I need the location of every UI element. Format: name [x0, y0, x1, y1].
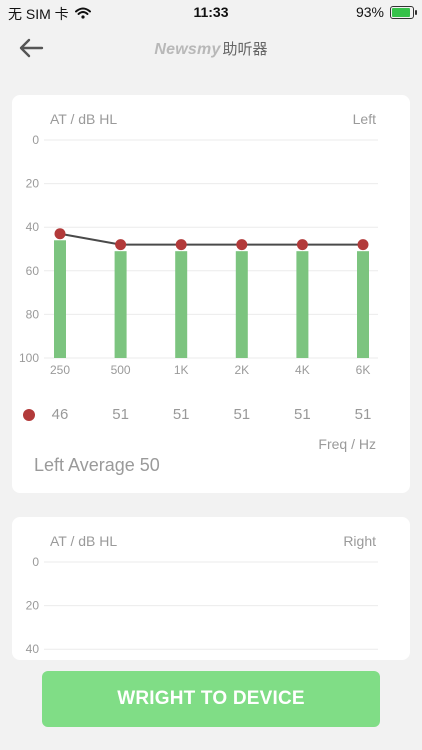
y-tick-label: 0	[32, 133, 39, 147]
wifi-icon	[74, 6, 91, 22]
left-audiogram-card: AT / dB HL Left 0 20 40 60 80 100 250 500 1K 2K 4K…	[12, 95, 410, 493]
value-500: 51	[112, 406, 129, 423]
x-axis-label: Freq / Hz	[318, 436, 376, 452]
ear-side-label: Left	[352, 111, 376, 127]
status-left: 无 SIM 卡	[8, 4, 91, 24]
battery-icon	[390, 5, 417, 19]
x-tick-label: 1K	[174, 363, 189, 377]
value-2k: 51	[233, 406, 251, 423]
x-tick-label: 250	[50, 363, 70, 377]
threshold-line	[59, 232, 363, 246]
y-tick-label: 80	[26, 307, 40, 321]
battery-fill	[392, 7, 410, 17]
bar-1K	[175, 251, 188, 358]
y-axis-unit-label: AT / dB HL	[50, 111, 118, 127]
x-tick-label: 6K	[356, 363, 371, 377]
y-tick-label: 0	[32, 555, 39, 569]
y-axis-unit-label: AT / dB HL	[50, 533, 118, 549]
left-average: Left Average 50	[34, 455, 160, 475]
title-cn: 助听器	[222, 41, 268, 58]
bar-250	[54, 240, 66, 358]
nav-bar: Newsmy 助听器	[0, 26, 422, 70]
threshold-point-1K	[175, 239, 187, 251]
threshold-legend-dot	[23, 409, 35, 421]
x-tick-label: 2K	[234, 363, 249, 377]
bar-4K	[296, 251, 309, 358]
battery-percent: 93%	[355, 4, 384, 20]
bar-500	[114, 251, 127, 358]
y-tick-label: 20	[26, 599, 40, 613]
carrier-label: 无 SIM 卡	[8, 6, 69, 22]
threshold-point-6K	[357, 239, 369, 251]
bar-2K	[235, 251, 248, 358]
y-tick-label: 40	[26, 220, 40, 234]
value-4k: 51	[294, 406, 311, 423]
ear-side-label: Right	[343, 533, 376, 549]
x-tick-label: 500	[111, 363, 131, 377]
threshold-point-250	[54, 228, 66, 240]
clock: 11:33	[193, 4, 229, 20]
brand-logo: Newsmy	[154, 41, 221, 58]
left-audiogram-chart: 0 20 40 60 80 100 250 500 1K 2K 4K 6K	[19, 133, 378, 377]
y-tick-label: 60	[26, 264, 40, 278]
threshold-point-4K	[296, 239, 308, 251]
right-audiogram-chart: 0 20 40	[26, 555, 378, 656]
bar-6K	[357, 251, 369, 358]
threshold-point-2K	[236, 239, 248, 251]
write-to-device-button[interactable]: WRIGHT TO DEVICE	[42, 671, 380, 727]
value-1k: 51	[172, 406, 190, 423]
y-tick-label: 100	[19, 351, 39, 365]
x-tick-label: 4K	[295, 363, 310, 377]
y-tick-label: 20	[26, 177, 40, 191]
threshold-point-500	[115, 239, 127, 251]
status-right: 93%	[355, 4, 417, 20]
back-arrow-icon[interactable]	[16, 36, 46, 60]
status-bar: 无 SIM 卡 11:33 93%	[0, 0, 422, 26]
value-250: 46	[51, 406, 69, 423]
y-tick-label: 40	[26, 642, 40, 656]
value-6k: 51	[354, 406, 372, 423]
right-audiogram-card: AT / dB HL Right 0 20 40	[12, 517, 410, 660]
page-title: Newsmy 助听器	[0, 38, 422, 59]
battery-tip	[415, 9, 417, 15]
